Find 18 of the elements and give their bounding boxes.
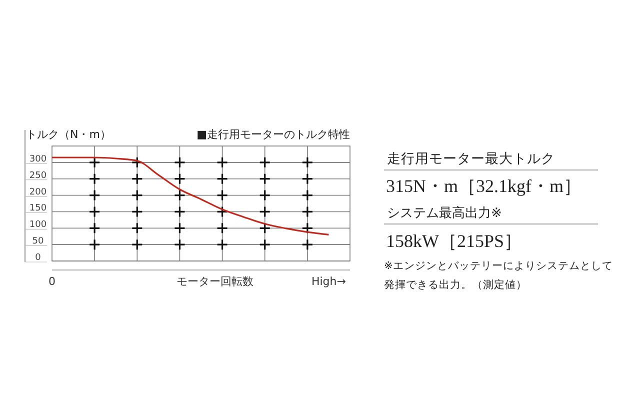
y-tick-label: 50 — [32, 236, 44, 247]
text: 315N・m［32.1kgf・m］ — [386, 176, 582, 196]
line-series — [51, 156, 330, 236]
y-axis-title: トルク（N・m） — [26, 128, 111, 141]
text: 発揮できる出力。（測定値） — [384, 278, 527, 291]
text: システム最高出力※ — [387, 205, 502, 221]
y-tick-label: 150 — [29, 204, 47, 214]
y-tick-label: 100 — [29, 220, 47, 230]
text: ※エンジンとバッテリーによりシステムとして — [384, 260, 613, 272]
y-tick-label: 250 — [29, 170, 47, 181]
y-tick-label: 0 — [35, 253, 42, 263]
x-tick-label: High→ — [311, 275, 346, 288]
y-tick-label: 200 — [29, 187, 47, 198]
y-tick-label: 300 — [29, 154, 47, 164]
x-axis-title: モーター回転数 — [176, 275, 254, 288]
text: 走行用モーター最大トルク — [387, 151, 555, 167]
text: 158kW［215PS］ — [386, 231, 522, 251]
text: ■走行用モーターのトルク特性 — [196, 128, 350, 141]
